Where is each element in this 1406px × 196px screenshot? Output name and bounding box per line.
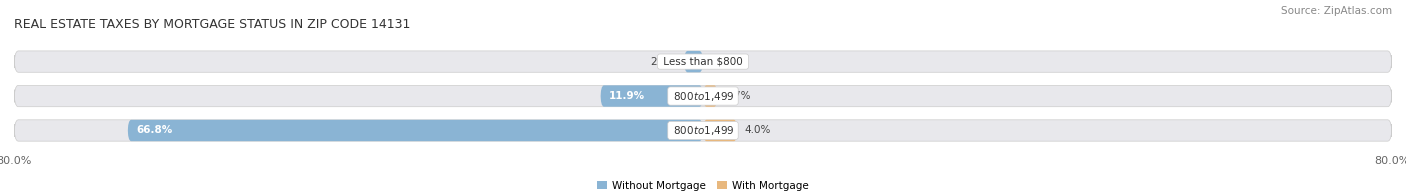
FancyBboxPatch shape <box>14 85 1392 107</box>
Text: $800 to $1,499: $800 to $1,499 <box>671 124 735 137</box>
FancyBboxPatch shape <box>600 85 703 107</box>
FancyBboxPatch shape <box>703 120 738 141</box>
Text: 11.9%: 11.9% <box>609 91 645 101</box>
Text: Less than $800: Less than $800 <box>659 57 747 67</box>
Text: 66.8%: 66.8% <box>136 125 173 135</box>
FancyBboxPatch shape <box>128 120 703 141</box>
FancyBboxPatch shape <box>14 120 1392 141</box>
FancyBboxPatch shape <box>685 51 703 72</box>
Text: 2.2%: 2.2% <box>651 57 678 67</box>
Text: 1.7%: 1.7% <box>724 91 751 101</box>
Text: 4.0%: 4.0% <box>744 125 770 135</box>
Text: REAL ESTATE TAXES BY MORTGAGE STATUS IN ZIP CODE 14131: REAL ESTATE TAXES BY MORTGAGE STATUS IN … <box>14 18 411 31</box>
FancyBboxPatch shape <box>14 51 1392 72</box>
Text: $800 to $1,499: $800 to $1,499 <box>671 90 735 103</box>
Legend: Without Mortgage, With Mortgage: Without Mortgage, With Mortgage <box>598 181 808 191</box>
Text: 0.0%: 0.0% <box>711 57 738 67</box>
Text: Source: ZipAtlas.com: Source: ZipAtlas.com <box>1281 6 1392 16</box>
FancyBboxPatch shape <box>703 85 717 107</box>
